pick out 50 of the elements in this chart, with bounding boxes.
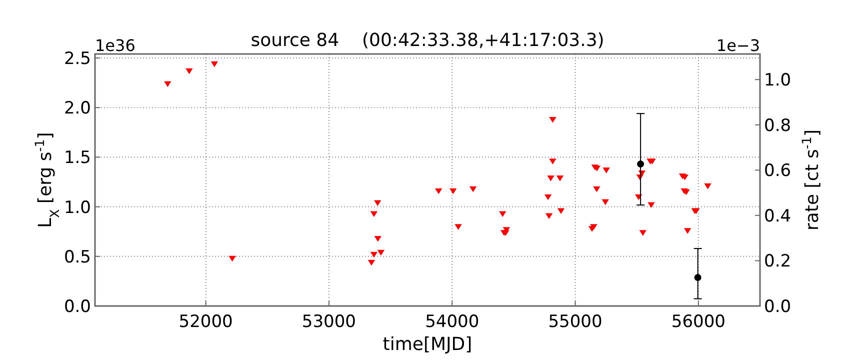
point: [370, 211, 378, 217]
point: [469, 186, 477, 192]
point: [454, 224, 462, 230]
point: [648, 202, 655, 208]
point: [556, 175, 564, 182]
y2-tick-label: 0.6: [764, 161, 792, 182]
point: [377, 250, 385, 256]
point: [368, 260, 376, 266]
y2-tick-label: 0.8: [764, 116, 792, 136]
y2-tick-label: 0.4: [764, 206, 792, 226]
y2-tick-label: 1.0: [764, 70, 792, 91]
point: [704, 183, 712, 190]
point: [450, 188, 457, 194]
point: [186, 68, 193, 74]
y-tick-label: 0.0: [64, 297, 91, 317]
point: [374, 200, 382, 206]
y-tick-label: 1.0: [64, 198, 91, 218]
point: [210, 61, 218, 68]
point: [374, 236, 382, 242]
point: [602, 199, 609, 206]
point: [499, 211, 506, 217]
x-axis-title: time[MJD]: [382, 334, 472, 355]
x-tick-label: 55000: [548, 312, 602, 332]
x-tick-label: 53000: [302, 312, 356, 332]
point: [545, 213, 553, 219]
y-tick-label: 2.0: [64, 98, 91, 119]
point: [544, 194, 552, 200]
y-tick-label: 2.5: [64, 48, 91, 69]
annotation: 1e−3: [716, 36, 760, 55]
y2-tick-label: 0.2: [764, 252, 792, 272]
point: [434, 188, 442, 194]
x-tick-label: 54000: [425, 312, 480, 332]
point: [593, 186, 600, 192]
chart-title: source 84 (00:42:33.38,+41:17:03.3): [250, 30, 604, 51]
point: [228, 256, 236, 262]
point: [602, 168, 610, 174]
point: [684, 228, 692, 234]
annotation: 1e36: [95, 36, 136, 55]
point: [547, 175, 554, 182]
y2-tick-label: 0.0: [764, 297, 792, 317]
point: [549, 116, 556, 123]
point: [164, 81, 172, 88]
point: [557, 208, 565, 214]
point: [639, 230, 646, 236]
point: [370, 252, 378, 258]
y-tick-label: 1.5: [64, 148, 91, 168]
y-tick-label: 0.5: [64, 247, 91, 268]
x-tick-label: 52000: [178, 312, 233, 332]
x-tick-label: 56000: [671, 312, 726, 332]
point: [549, 158, 556, 164]
